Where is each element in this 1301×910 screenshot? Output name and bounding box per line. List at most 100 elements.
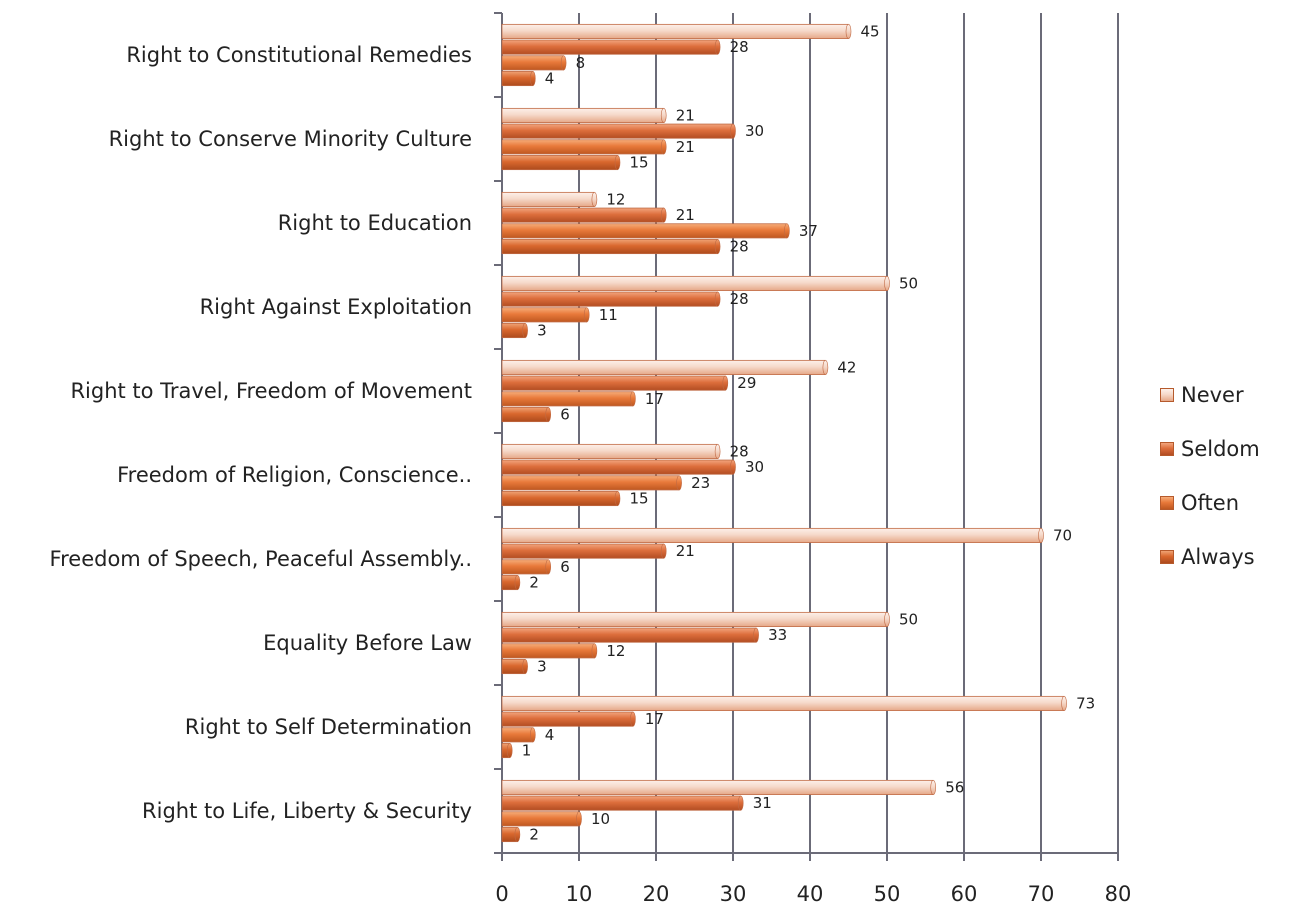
bar-always — [501, 71, 534, 87]
bar-cap — [1038, 528, 1044, 543]
bar-cap — [730, 459, 736, 475]
data-label: 17 — [645, 710, 664, 728]
bar-always — [501, 659, 526, 675]
legend-swatch — [1160, 496, 1174, 510]
x-tick-label: 80 — [1105, 882, 1132, 906]
bar-seldom — [501, 291, 719, 307]
data-label: 28 — [730, 238, 749, 256]
data-label: 56 — [945, 778, 964, 796]
legend-swatch — [1160, 442, 1174, 456]
bar-often — [501, 223, 788, 239]
data-label: 6 — [560, 558, 570, 576]
bar-never — [501, 695, 1065, 711]
bar-seldom — [501, 627, 757, 643]
x-tick-label: 40 — [797, 882, 824, 906]
data-label: 11 — [599, 306, 618, 324]
legend-swatch — [1160, 550, 1174, 564]
x-tick-label: 30 — [720, 882, 747, 906]
data-label: 28 — [730, 38, 749, 56]
legend-label: Seldom — [1181, 437, 1260, 461]
legend-item-never: Never — [1160, 368, 1260, 422]
x-tick-label: 70 — [1028, 882, 1055, 906]
bar-cap — [545, 559, 552, 575]
bar-often — [501, 559, 549, 575]
data-label: 21 — [676, 138, 695, 156]
bar-seldom — [501, 123, 734, 139]
legend-label: Always — [1181, 545, 1255, 569]
category-label: Right to Constitutional Remedies — [126, 43, 472, 67]
category-label: Right to Education — [278, 211, 472, 235]
data-label: 4 — [545, 70, 555, 88]
x-tick-label: 20 — [643, 882, 670, 906]
bar-cap — [722, 375, 729, 391]
bar-cap — [730, 123, 736, 139]
bar-never — [501, 359, 826, 375]
bar-cap — [1061, 696, 1067, 711]
data-label: 73 — [1076, 694, 1095, 712]
legend-label: Often — [1181, 491, 1240, 515]
bar-never — [501, 779, 934, 795]
bar-seldom — [501, 375, 726, 391]
data-label: 70 — [1053, 526, 1072, 544]
bar-never — [501, 275, 888, 291]
data-label: 50 — [899, 610, 918, 628]
category-label: Equality Before Law — [263, 631, 472, 655]
legend-label: Never — [1181, 383, 1244, 407]
data-label: 23 — [691, 474, 710, 492]
bar-cap — [822, 360, 829, 375]
legend-item-seldom: Seldom — [1160, 422, 1260, 476]
bar-often — [501, 55, 564, 71]
data-label: 28 — [730, 290, 749, 308]
category-label: Right to Travel, Freedom of Movement — [70, 379, 472, 403]
bar-never — [501, 443, 719, 459]
data-label: 28 — [730, 442, 749, 460]
data-label: 12 — [606, 642, 625, 660]
bar-always — [501, 407, 549, 423]
chart-legend: Never Seldom Often Always — [1160, 368, 1260, 584]
data-label: 6 — [560, 406, 570, 424]
bar-often — [501, 139, 665, 155]
data-label: 1 — [522, 742, 532, 760]
data-label: 21 — [676, 542, 695, 560]
bar-cap — [714, 291, 721, 307]
bar-cap — [753, 627, 759, 643]
data-label: 4 — [545, 726, 555, 744]
bar-often — [501, 811, 580, 827]
data-label: 21 — [676, 106, 695, 124]
bar-cap — [591, 192, 598, 207]
category-label: Right to Self Determination — [185, 715, 472, 739]
category-label: Freedom of Religion, Conscience.. — [117, 463, 472, 487]
bar-cap — [630, 391, 636, 407]
bar-seldom — [501, 459, 734, 475]
legend-item-always: Always — [1160, 530, 1260, 584]
bar-always — [501, 155, 618, 171]
bar-cap — [614, 491, 621, 506]
data-label: 50 — [899, 274, 918, 292]
data-label: 33 — [768, 626, 787, 644]
x-tick-label: 10 — [566, 882, 593, 906]
category-label: Right to Conserve Minority Culture — [109, 127, 472, 151]
category-label: Right Against Exploitation — [200, 295, 472, 319]
bar-cap — [506, 743, 513, 758]
bar-always — [501, 491, 618, 507]
bar-cap — [522, 659, 528, 674]
bar-never — [501, 23, 849, 39]
bar-often — [501, 643, 595, 659]
bar-cap — [514, 575, 521, 590]
bar-often — [501, 727, 534, 743]
bar-cap — [583, 307, 590, 323]
bar-never — [501, 191, 595, 207]
data-label: 3 — [537, 322, 547, 340]
bar-cap — [576, 811, 582, 827]
bar-cap — [522, 323, 528, 338]
data-label: 10 — [591, 810, 610, 828]
data-label: 37 — [799, 222, 818, 240]
bar-cap — [714, 444, 721, 459]
data-label: 42 — [837, 358, 856, 376]
bar-cap — [545, 407, 552, 422]
bar-cap — [930, 780, 937, 795]
bar-always — [501, 239, 719, 255]
bar-cap — [660, 139, 667, 155]
bar-cap — [529, 727, 536, 743]
bar-seldom — [501, 795, 742, 811]
